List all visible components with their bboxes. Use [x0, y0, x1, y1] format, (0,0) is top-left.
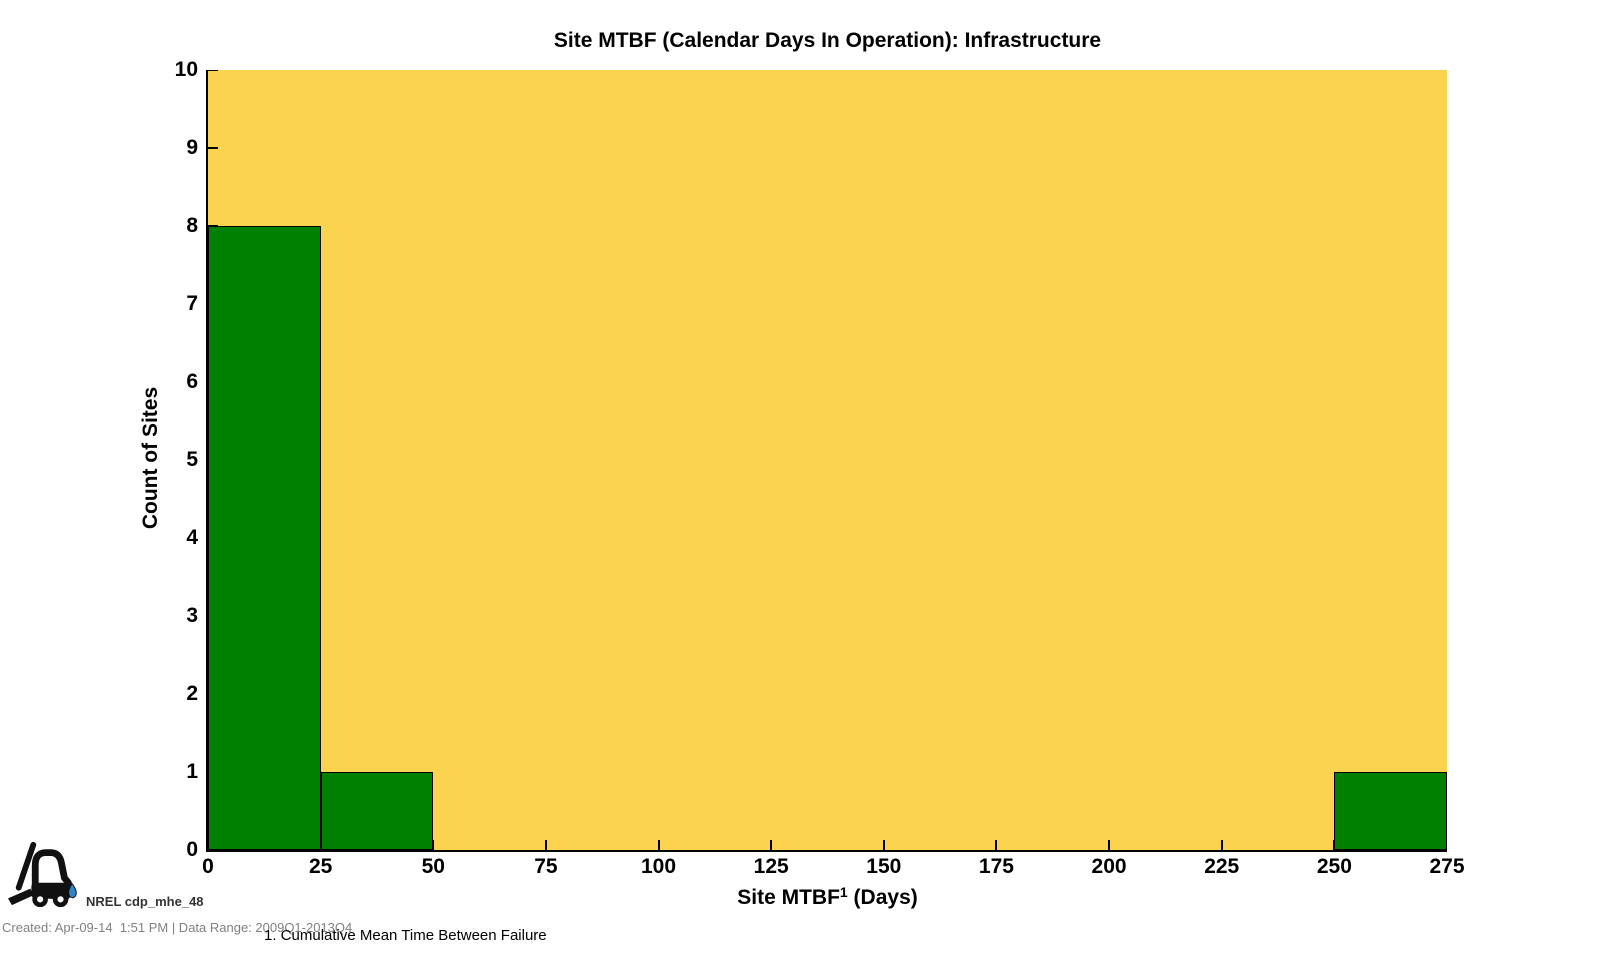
- y-axis-tick-label: 5: [186, 448, 198, 471]
- x-axis-label: Site MTBF1 (Days): [208, 884, 1447, 910]
- y-axis-tick-label: 10: [174, 58, 198, 81]
- water-droplet-icon: [68, 882, 77, 899]
- x-axis-tick: [1220, 840, 1223, 850]
- x-axis-tick: [1108, 840, 1111, 850]
- forklift-cab: [31, 849, 74, 900]
- y-axis-tick-label: 8: [186, 214, 198, 237]
- plot-area: [206, 70, 1447, 852]
- x-axis-tick-label: 25: [308, 855, 333, 878]
- y-axis-tick-label: 2: [186, 682, 198, 705]
- x-axis-tick-label: 175: [978, 855, 1014, 878]
- x-axis-label-superscript: 1: [839, 884, 848, 900]
- forklift-wheel-hub: [57, 896, 64, 903]
- x-axis-tick: [882, 840, 885, 850]
- x-axis-label-base: Site MTBF: [737, 886, 840, 909]
- y-axis-tick-label: 4: [186, 526, 198, 549]
- y-axis-tick-label: 3: [186, 604, 198, 627]
- x-axis-tick-label: 200: [1091, 855, 1127, 878]
- x-axis-tick: [770, 840, 773, 850]
- forklift-logo-icon: [8, 841, 77, 908]
- chart-title: Site MTBF (Calendar Days In Operation): …: [553, 29, 1102, 52]
- x-axis-tick-label: 150: [866, 855, 902, 878]
- x-axis-tick-label: 125: [753, 855, 789, 878]
- forklift-fork: [8, 888, 34, 906]
- y-axis-tick-label: 1: [186, 760, 198, 783]
- histogram-bar: [208, 226, 321, 850]
- y-axis-tick: [208, 70, 218, 71]
- x-axis-label-rest: (Days): [847, 886, 918, 909]
- x-axis-tick-label: 100: [641, 855, 677, 878]
- histogram-bar: [1334, 772, 1447, 850]
- nrel-watermark: NREL cdp_mhe_48: [86, 894, 204, 909]
- footnote: 1. Cumulative Mean Time Between Failure: [264, 927, 547, 944]
- forklift-mast: [15, 841, 37, 891]
- x-axis-tick-label: 75: [534, 855, 558, 878]
- x-axis-tick: [657, 840, 660, 850]
- y-axis-tick-label: 6: [186, 370, 198, 393]
- created-data-range-line: Created: Apr-09-14 1:51 PM | Data Range:…: [2, 920, 353, 935]
- x-axis-tick-label: 0: [202, 855, 214, 878]
- y-axis-tick: [208, 147, 218, 149]
- forklift-wheel-hub: [36, 896, 44, 903]
- x-axis-tick: [995, 840, 998, 850]
- y-axis-tick-label: 7: [186, 292, 198, 315]
- x-axis-tick-label: 275: [1429, 855, 1465, 878]
- x-axis-tick-label: 225: [1204, 855, 1240, 878]
- x-axis-tick-label: 250: [1316, 855, 1352, 878]
- y-axis-tick-label: 9: [186, 136, 198, 159]
- x-axis-tick: [432, 840, 435, 850]
- histogram-bar: [320, 772, 434, 850]
- y-axis-tick-label: 0: [186, 838, 198, 861]
- x-axis-tick: [544, 840, 547, 850]
- x-axis-tick-label: 50: [421, 855, 445, 878]
